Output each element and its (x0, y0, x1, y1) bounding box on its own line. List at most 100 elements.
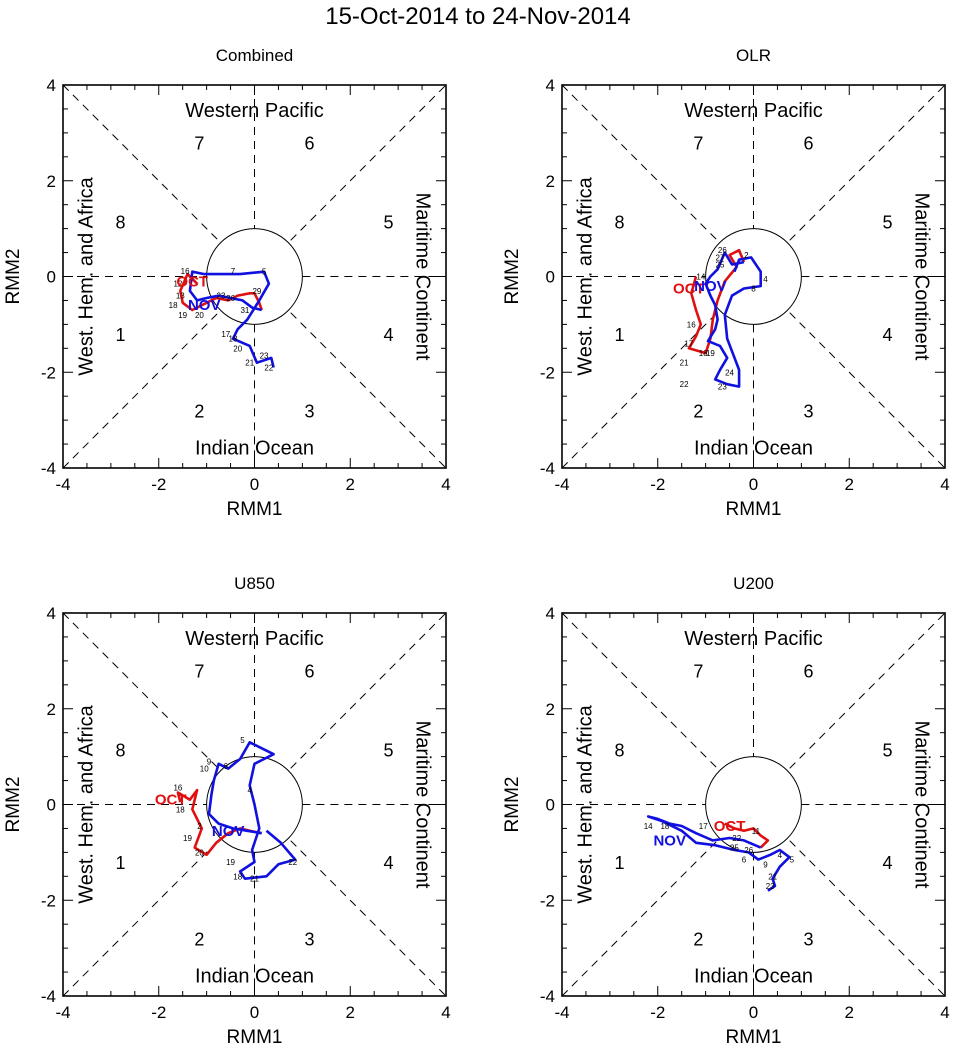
region-label-indian-ocean: Indian Ocean (195, 965, 314, 987)
phase-label: 3 (305, 930, 315, 950)
day-label: 27 (716, 253, 725, 262)
day-label: 4 (778, 851, 783, 860)
day-label: 9 (207, 757, 212, 766)
day-label: 6 (224, 762, 229, 771)
series-line-november (207, 741, 297, 880)
day-label: 18 (229, 335, 238, 344)
panel-title: Combined (216, 46, 294, 65)
x-tick-label: -4 (55, 1003, 70, 1022)
y-tick-label: -2 (41, 363, 56, 382)
y-axis-label: RMM2 (3, 777, 24, 833)
phase-label: 8 (115, 212, 125, 232)
day-label: 22 (288, 858, 297, 867)
month-label-nov: NOV (212, 823, 245, 840)
series-line-november (646, 815, 791, 892)
phase-label: 4 (384, 325, 394, 345)
day-label: 14 (644, 822, 653, 831)
day-label: 25 (716, 261, 725, 270)
x-axis-label: RMM1 (227, 1027, 283, 1048)
y-tick-label: 4 (47, 76, 56, 95)
phase-label: 3 (804, 930, 814, 950)
phase-label: 1 (115, 325, 125, 345)
x-axis-label: RMM1 (726, 1027, 782, 1048)
phase-label: 8 (614, 740, 624, 760)
region-label-maritime-continent: Maritime Continent (411, 721, 433, 889)
phase-label: 6 (804, 661, 814, 681)
day-label: 18 (233, 872, 242, 881)
phase-label: 2 (693, 402, 703, 422)
phase-label: 4 (883, 325, 893, 345)
x-tick-label: 2 (346, 1003, 355, 1022)
day-label: 5 (790, 856, 795, 865)
panel-title: U200 (733, 574, 774, 593)
day-label: 16 (181, 267, 190, 276)
day-label: 19 (178, 311, 187, 320)
day-label: 10 (200, 765, 209, 774)
day-label: 17 (221, 330, 230, 339)
phase-label: 2 (693, 930, 703, 950)
y-tick-label: 2 (47, 700, 56, 719)
month-label-oct: OCT (714, 818, 746, 835)
x-tick-label: 2 (845, 1003, 854, 1022)
y-tick-label: -4 (41, 987, 56, 1006)
day-label: 20 (195, 848, 204, 857)
month-label-nov: NOV (653, 832, 686, 849)
day-label: 26 (718, 246, 727, 255)
panel-title: OLR (736, 46, 771, 65)
region-label-western-pacific: Western Pacific (684, 100, 823, 122)
day-label: 23 (766, 882, 775, 891)
phase-label: 5 (883, 740, 893, 760)
y-tick-label: 0 (546, 796, 555, 815)
day-label: 19 (183, 834, 192, 843)
x-tick-label: 4 (940, 1003, 949, 1022)
phase-label: 7 (693, 133, 703, 153)
x-tick-label: -4 (554, 475, 569, 494)
phase-label: 3 (804, 402, 814, 422)
phase-label: 6 (305, 133, 315, 153)
x-tick-label: 2 (346, 475, 355, 494)
x-tick-label: 0 (250, 1003, 259, 1022)
phase-label: 2 (194, 930, 204, 950)
region-label-indian-ocean: Indian Ocean (694, 437, 813, 459)
phase-label: 2 (194, 402, 204, 422)
y-tick-label: 4 (546, 76, 555, 95)
region-label-west-hem-africa: West. Hem. and Africa (76, 704, 98, 903)
day-label: 12 (173, 280, 182, 289)
y-tick-label: -2 (540, 891, 555, 910)
day-label: 23 (718, 383, 727, 392)
month-label-oct: OCT (673, 280, 705, 297)
figure-title: 15-Oct-2014 to 24-Nov-2014 (325, 3, 631, 30)
y-axis-label: RMM2 (502, 777, 523, 833)
phase-label: 6 (305, 661, 315, 681)
day-label: 18 (699, 349, 708, 358)
x-tick-label: -4 (55, 475, 70, 494)
series-line-october (724, 822, 770, 849)
day-label: 13 (176, 292, 185, 301)
y-tick-label: 2 (546, 172, 555, 191)
phase-label: 7 (194, 661, 204, 681)
x-tick-label: 4 (441, 475, 450, 494)
y-tick-label: -4 (540, 459, 555, 478)
day-label: 23 (217, 292, 226, 301)
day-label: 8 (751, 284, 756, 293)
phase-label: 4 (384, 853, 394, 873)
x-tick-label: 0 (250, 475, 259, 494)
day-label: 22 (732, 834, 741, 843)
day-label: 5 (240, 736, 245, 745)
day-label: 5 (262, 268, 267, 277)
region-label-western-pacific: Western Pacific (185, 628, 324, 650)
day-label: 18 (176, 805, 185, 814)
day-label: 18 (660, 822, 669, 831)
day-label: 29 (252, 287, 261, 296)
day-label: 17 (699, 822, 708, 831)
phase-label: 8 (115, 740, 125, 760)
day-label: 14 (696, 273, 705, 282)
day-label: 16 (687, 320, 696, 329)
y-tick-label: -2 (41, 891, 56, 910)
y-tick-label: 0 (546, 268, 555, 287)
series-line-november (704, 251, 762, 388)
day-label: 9 (763, 860, 768, 869)
